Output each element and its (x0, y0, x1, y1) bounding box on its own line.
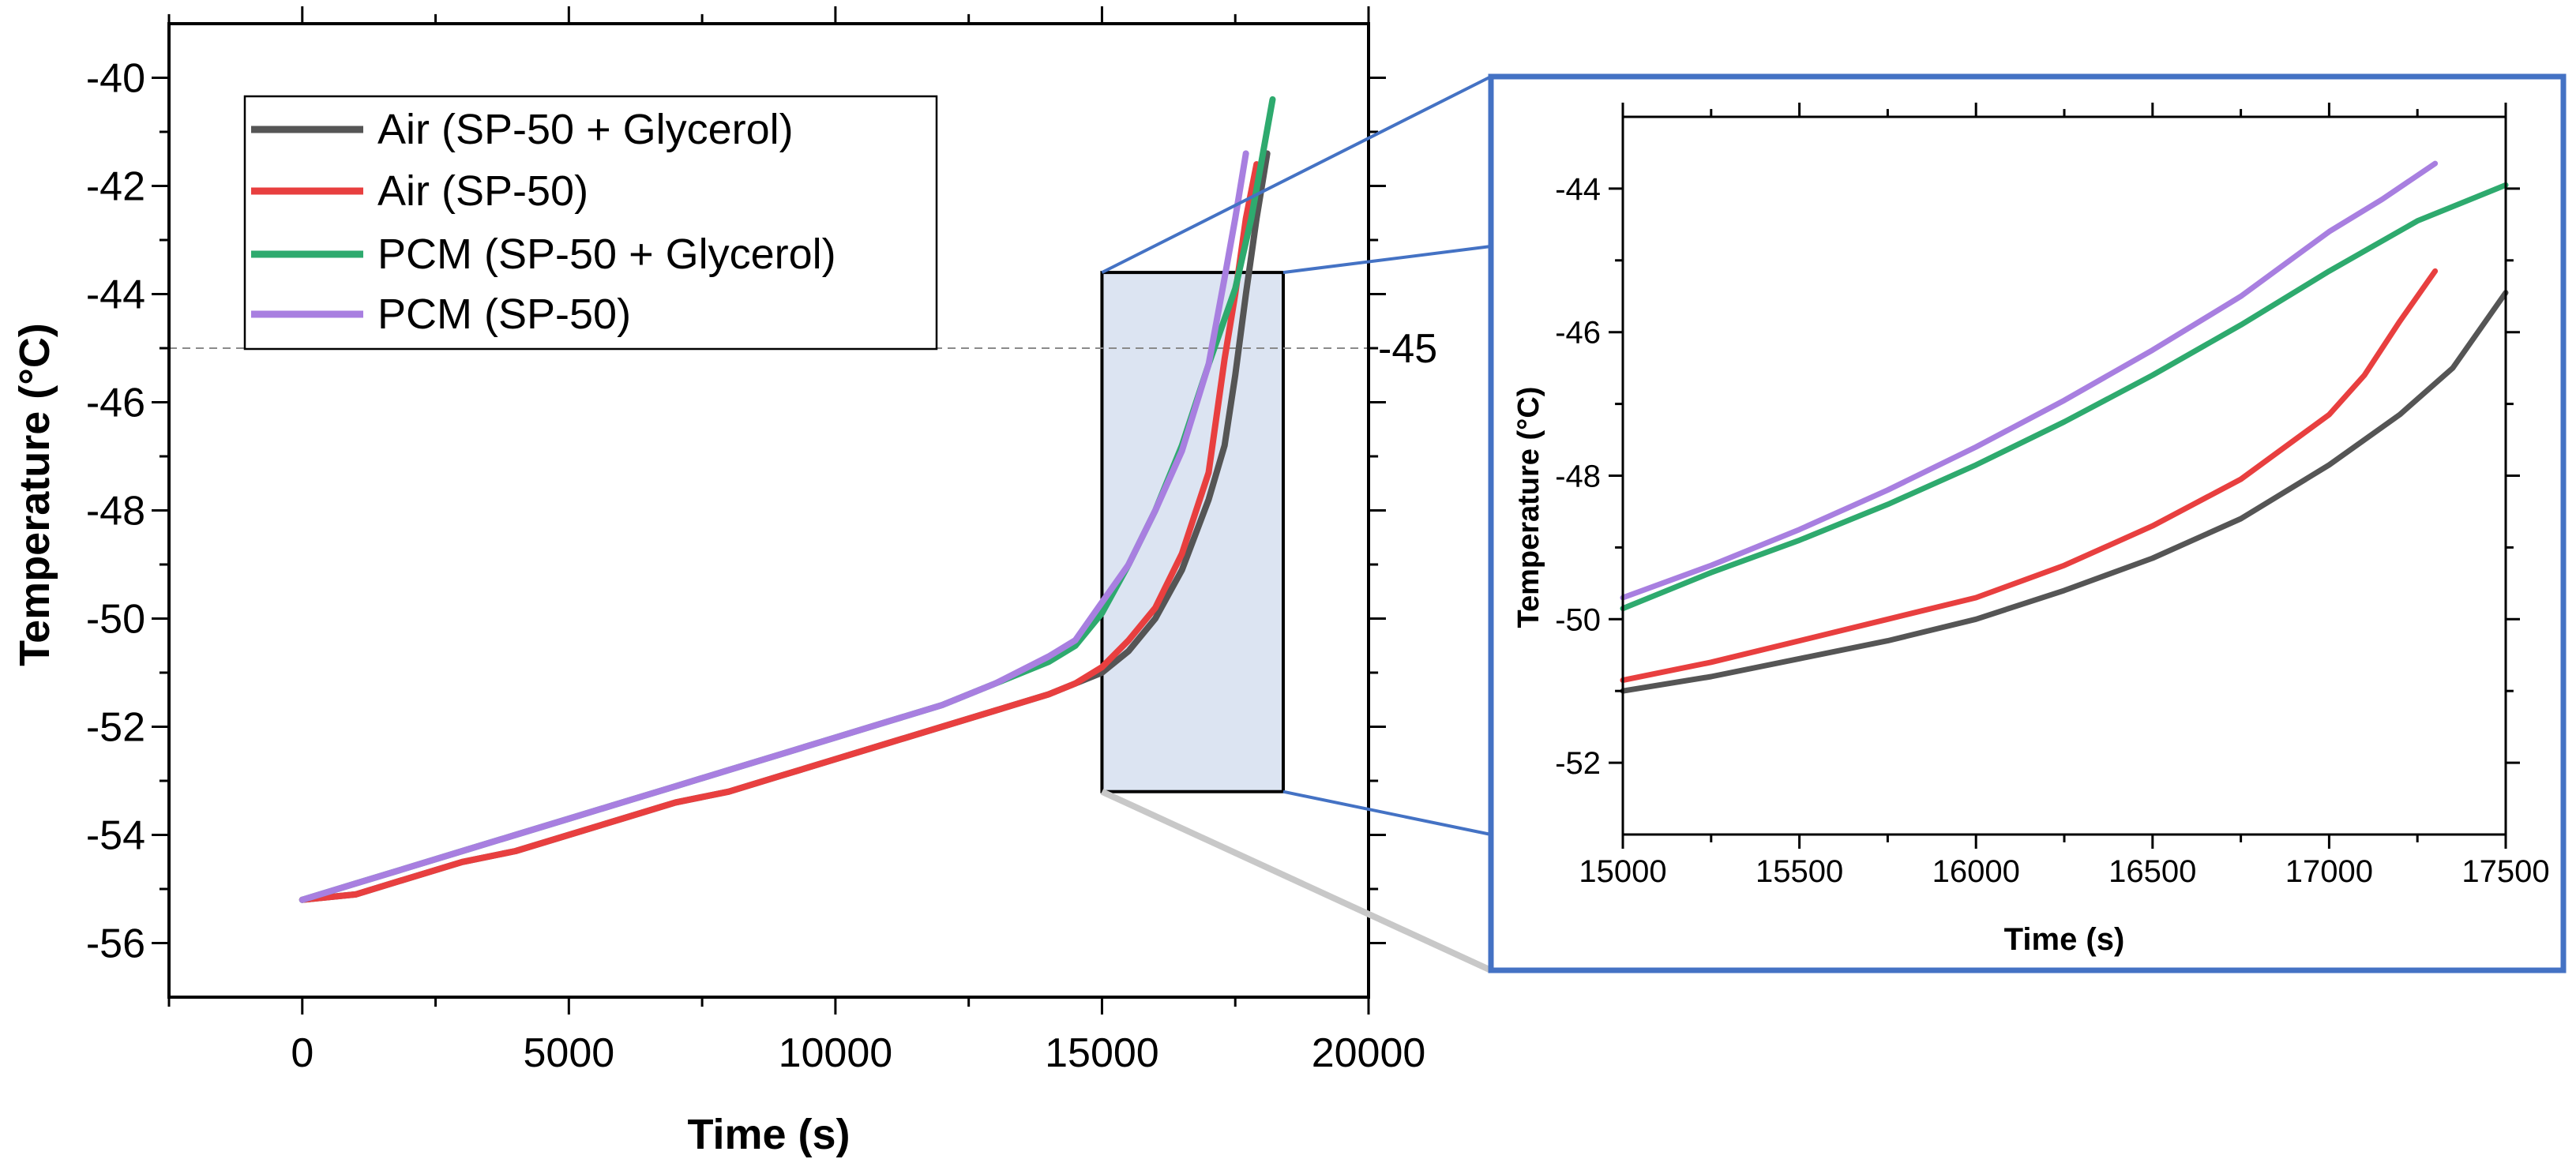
inset-series-group (1620, 160, 2509, 694)
connector-bottom-right (1282, 790, 1492, 836)
main-y-tick-label: -44 (86, 272, 145, 318)
inset-series-pcm-sp-50-glycerol (1620, 182, 2509, 612)
reference-line-label: -45 (1378, 326, 1437, 372)
inset-border (1488, 73, 2567, 973)
inset-y-tick-label: -46 (1555, 316, 1601, 351)
legend-label-pcm: PCM (SP-50) (377, 291, 631, 338)
connector-top-right (1282, 245, 1492, 275)
inset-y-ticks: -52 -50 -48 -46 -44 (1555, 172, 2520, 781)
main-y-tick-label: -40 (86, 56, 145, 102)
main-series-pcm-sp-50 (299, 150, 1249, 903)
inset-y-tick-label: -50 (1555, 602, 1601, 637)
legend-label-air-glycerol: Air (SP-50 + Glycerol) (377, 106, 794, 153)
main-y-tick-label: -56 (86, 921, 145, 967)
zoom-region (1100, 271, 1285, 793)
inset-x-tick-label: 15000 (1579, 854, 1666, 889)
legend-label-air: Air (SP-50) (377, 167, 588, 215)
legend-label-pcm-glycerol: PCM (SP-50 + Glycerol) (377, 231, 836, 278)
inset-series-air-sp-50 (1620, 268, 2439, 684)
inset-chart: 15000 15500 16000 16500 17000 17500 -52 -50 -48… (1488, 73, 2567, 973)
legend: Air (SP-50 + Glycerol) Air (SP-50) PCM (… (243, 95, 938, 351)
main-x-ticks: 0 5000 10000 15000 20000 (167, 6, 1426, 1076)
inset-x-axis-label: Time (s) (2004, 922, 2125, 957)
connector-top-left (1101, 75, 1492, 274)
main-y-tick-label: -50 (86, 597, 145, 643)
legend-box (243, 95, 938, 351)
main-y-tick-label: -46 (86, 381, 145, 426)
main-x-tick-label: 20000 (1312, 1030, 1426, 1076)
inset-y-tick-label: -44 (1555, 172, 1601, 207)
inset-x-tick-label: 17000 (2285, 854, 2373, 889)
main-x-tick-label: 10000 (779, 1030, 893, 1076)
connector-bottom-left (1100, 789, 1493, 973)
inset-x-tick-label: 16500 (2108, 854, 2196, 889)
inset-x-ticks: 15000 15500 16000 16500 17000 17500 (1579, 103, 2550, 889)
main-y-tick-label: -52 (86, 705, 145, 751)
inset-series-air-sp-50-glycerol (1620, 290, 2509, 694)
inset-y-tick-label: -48 (1555, 459, 1601, 494)
inset-x-tick-label: 16000 (1932, 854, 2020, 889)
main-x-axis-label: Time (s) (687, 1111, 850, 1158)
inset-x-tick-label: 15500 (1756, 854, 1843, 889)
zoom-connectors (1100, 75, 1493, 973)
main-x-tick-label: 15000 (1045, 1030, 1159, 1076)
main-x-tick-label: 0 (291, 1030, 314, 1076)
inset-series-pcm-sp-50 (1620, 160, 2439, 601)
inset-y-axis-label: Temperature (°C) (1512, 387, 1545, 628)
main-series-group (299, 96, 1276, 903)
inset-y-tick-label: -52 (1555, 746, 1601, 781)
main-series-air-sp-50 (299, 161, 1260, 903)
inset-x-tick-label: 17500 (2461, 854, 2549, 889)
main-y-tick-label: -54 (86, 813, 145, 859)
main-x-tick-label: 5000 (523, 1030, 614, 1076)
main-y-tick-label: -42 (86, 164, 145, 210)
main-y-tick-label: -48 (86, 489, 145, 534)
main-y-axis-label: Temperature (°C) (11, 323, 58, 666)
main-y-ticks: -56 -54 -52 -50 -48 -46 -44 -42 -40 (86, 56, 1386, 967)
main-chart: -45 0 5000 10000 15000 20000 -56 -54 -52 -50 -48… (11, 6, 1437, 1158)
